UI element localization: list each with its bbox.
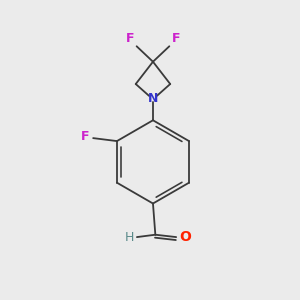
- Text: N: N: [148, 92, 158, 105]
- Text: O: O: [179, 230, 191, 244]
- Text: F: F: [126, 32, 134, 45]
- Text: F: F: [81, 130, 90, 143]
- Text: F: F: [172, 32, 180, 45]
- Text: H: H: [124, 231, 134, 244]
